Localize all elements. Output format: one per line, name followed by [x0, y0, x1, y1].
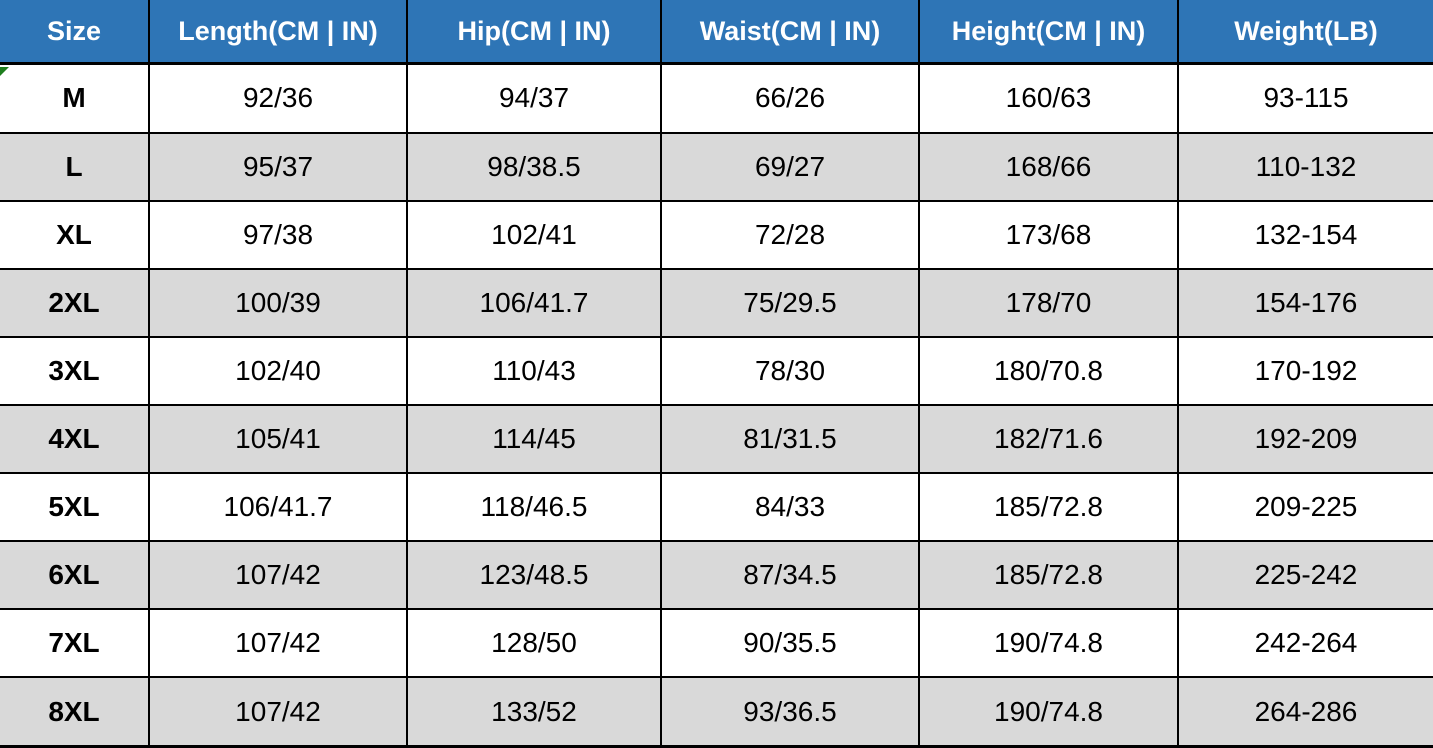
height-cell: 160/63: [918, 62, 1179, 134]
hip-cell: 128/50: [406, 608, 662, 679]
weight-cell: 192-209: [1177, 403, 1433, 475]
waist-cell: 69/27: [660, 131, 920, 202]
table-row: 7XL 107/42 128/50 90/35.5 190/74.8 242-264: [0, 608, 1433, 679]
hip-cell: 94/37: [406, 62, 662, 134]
column-header-waist: Waist(CM | IN): [660, 0, 920, 65]
size-cell: M: [0, 62, 150, 134]
weight-cell: 132-154: [1177, 199, 1433, 270]
hip-cell: 114/45: [406, 403, 662, 475]
weight-cell: 93-115: [1177, 62, 1433, 134]
size-cell: 2XL: [0, 267, 150, 338]
size-chart-body: M 92/36 94/37 66/26 160/63 93-115 L 95/37 98/38.…: [0, 62, 1433, 748]
column-header-hip: Hip(CM | IN): [406, 0, 662, 65]
size-cell: XL: [0, 199, 150, 270]
height-cell: 185/72.8: [918, 540, 1179, 611]
hip-cell: 102/41: [406, 199, 662, 270]
weight-cell: 225-242: [1177, 540, 1433, 611]
height-cell: 190/74.8: [918, 676, 1179, 748]
table-row: XL 97/38 102/41 72/28 173/68 132-154: [0, 199, 1433, 270]
waist-cell: 72/28: [660, 199, 920, 270]
size-cell: 3XL: [0, 335, 150, 406]
size-chart-header: Size Length(CM | IN) Hip(CM | IN) Waist(CM …: [0, 0, 1433, 65]
hip-cell: 133/52: [406, 676, 662, 748]
hip-cell: 118/46.5: [406, 472, 662, 543]
table-row: 5XL 106/41.7 118/46.5 84/33 185/72.8 209-225: [0, 472, 1433, 543]
height-cell: 173/68: [918, 199, 1179, 270]
column-header-length: Length(CM | IN): [148, 0, 408, 65]
table-row: 3XL 102/40 110/43 78/30 180/70.8 170-192: [0, 335, 1433, 406]
size-cell: 8XL: [0, 676, 150, 748]
table-row: M 92/36 94/37 66/26 160/63 93-115: [0, 62, 1433, 134]
size-cell: 6XL: [0, 540, 150, 611]
weight-cell: 242-264: [1177, 608, 1433, 679]
height-cell: 182/71.6: [918, 403, 1179, 475]
hip-cell: 98/38.5: [406, 131, 662, 202]
table-row: 8XL 107/42 133/52 93/36.5 190/74.8 264-286: [0, 676, 1433, 748]
height-cell: 185/72.8: [918, 472, 1179, 543]
waist-cell: 90/35.5: [660, 608, 920, 679]
weight-cell: 154-176: [1177, 267, 1433, 338]
length-cell: 107/42: [148, 676, 408, 748]
waist-cell: 78/30: [660, 335, 920, 406]
column-header-size: Size: [0, 0, 150, 65]
height-cell: 180/70.8: [918, 335, 1179, 406]
length-cell: 107/42: [148, 540, 408, 611]
weight-cell: 110-132: [1177, 131, 1433, 202]
waist-cell: 84/33: [660, 472, 920, 543]
height-cell: 168/66: [918, 131, 1179, 202]
length-cell: 102/40: [148, 335, 408, 406]
weight-cell: 209-225: [1177, 472, 1433, 543]
size-cell: 4XL: [0, 403, 150, 475]
hip-cell: 123/48.5: [406, 540, 662, 611]
waist-cell: 93/36.5: [660, 676, 920, 748]
table-row: 2XL 100/39 106/41.7 75/29.5 178/70 154-176: [0, 267, 1433, 338]
table-row: 4XL 105/41 114/45 81/31.5 182/71.6 192-209: [0, 403, 1433, 475]
weight-cell: 170-192: [1177, 335, 1433, 406]
weight-cell: 264-286: [1177, 676, 1433, 748]
length-cell: 97/38: [148, 199, 408, 270]
size-cell: L: [0, 131, 150, 202]
size-cell: 7XL: [0, 608, 150, 679]
height-cell: 178/70: [918, 267, 1179, 338]
length-cell: 95/37: [148, 131, 408, 202]
height-cell: 190/74.8: [918, 608, 1179, 679]
waist-cell: 66/26: [660, 62, 920, 134]
column-header-weight: Weight(LB): [1177, 0, 1433, 65]
length-cell: 105/41: [148, 403, 408, 475]
length-cell: 107/42: [148, 608, 408, 679]
size-cell: 5XL: [0, 472, 150, 543]
waist-cell: 87/34.5: [660, 540, 920, 611]
column-header-height: Height(CM | IN): [918, 0, 1179, 65]
waist-cell: 81/31.5: [660, 403, 920, 475]
hip-cell: 106/41.7: [406, 267, 662, 338]
header-row: Size Length(CM | IN) Hip(CM | IN) Waist(CM …: [0, 0, 1433, 65]
table-row: L 95/37 98/38.5 69/27 168/66 110-132: [0, 131, 1433, 202]
length-cell: 100/39: [148, 267, 408, 338]
length-cell: 106/41.7: [148, 472, 408, 543]
length-cell: 92/36: [148, 62, 408, 134]
waist-cell: 75/29.5: [660, 267, 920, 338]
table-row: 6XL 107/42 123/48.5 87/34.5 185/72.8 225-242: [0, 540, 1433, 611]
hip-cell: 110/43: [406, 335, 662, 406]
